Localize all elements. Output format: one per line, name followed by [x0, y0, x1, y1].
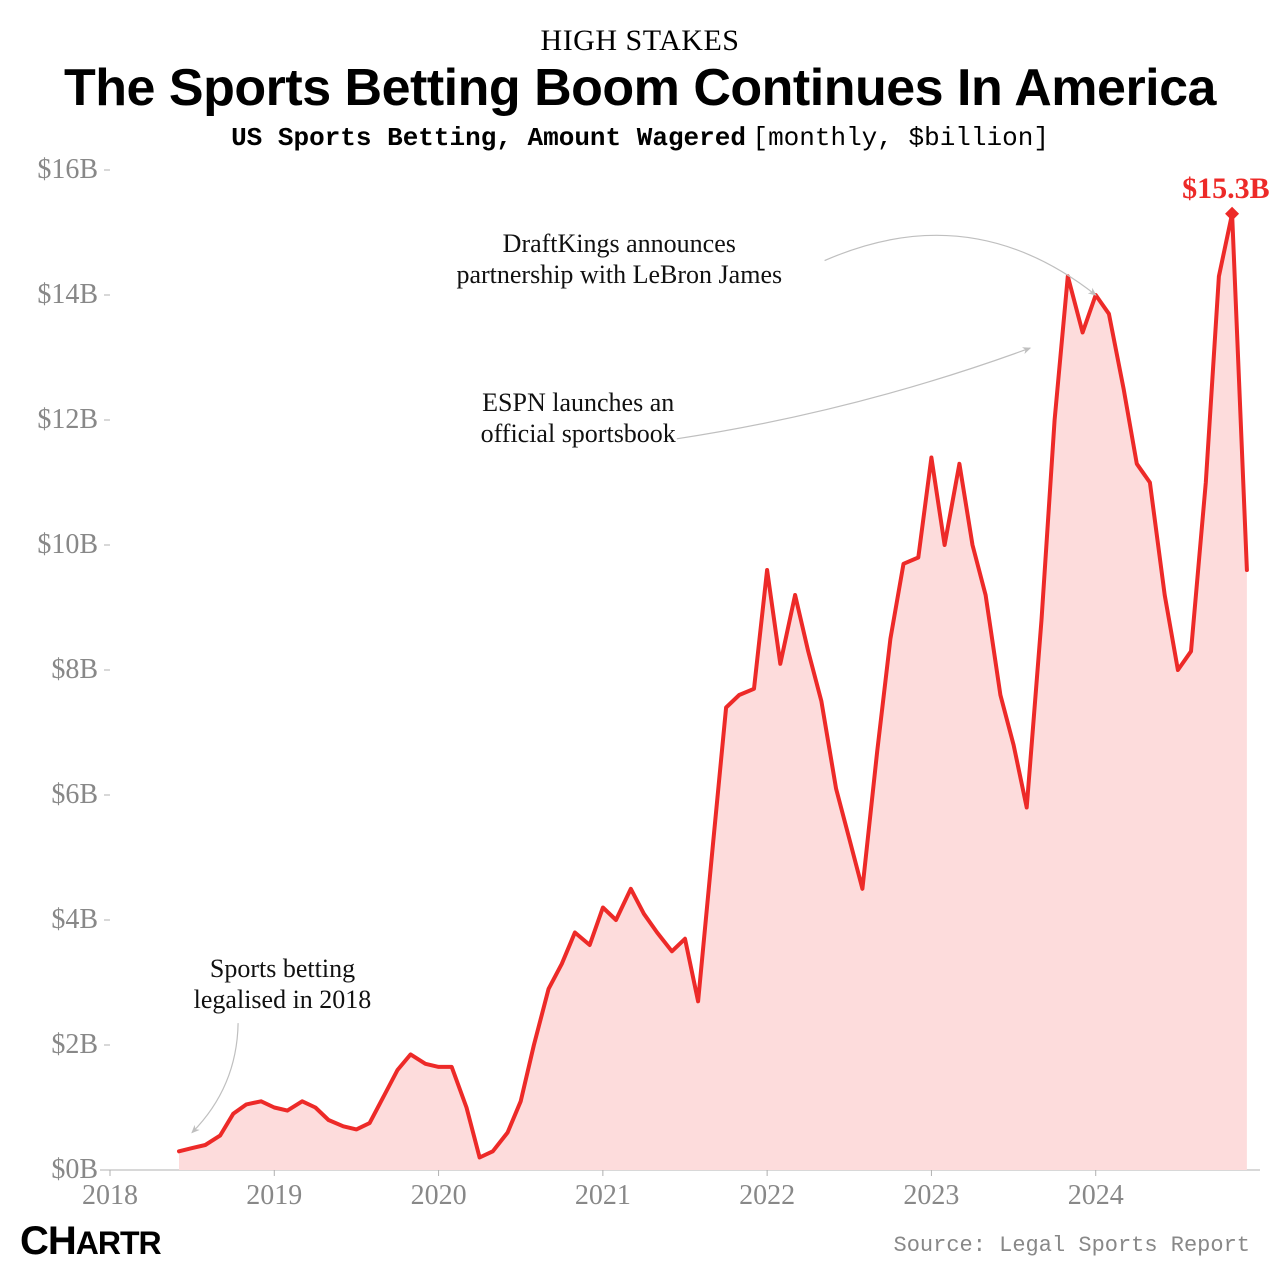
- logo-rest: ARTR: [76, 1225, 161, 1261]
- y-tick-label: $4B: [8, 904, 98, 936]
- x-tick-label: 2023: [881, 1180, 981, 1212]
- overline: HIGH STAKES: [0, 24, 1280, 58]
- x-tick-label: 2021: [553, 1180, 653, 1212]
- y-tick-label: $8B: [8, 654, 98, 686]
- x-tick-label: 2018: [60, 1180, 160, 1212]
- x-tick-label: 2019: [224, 1180, 324, 1212]
- y-tick-label: $6B: [8, 779, 98, 811]
- annotation-espn: ESPN launches anofficial sportsbook: [358, 387, 798, 449]
- chart-page: HIGH STAKES The Sports Betting Boom Cont…: [0, 0, 1280, 1278]
- subhead: US Sports Betting, Amount Wagered [month…: [0, 122, 1280, 153]
- source-text: Source: Legal Sports Report: [894, 1233, 1250, 1258]
- line-chart-svg: [0, 160, 1280, 1220]
- annotation-legalised: Sports bettinglegalised in 2018: [63, 953, 503, 1015]
- x-tick-label: 2020: [389, 1180, 489, 1212]
- chartr-logo: CHARTR: [20, 1219, 161, 1264]
- y-tick-label: $10B: [8, 529, 98, 561]
- y-tick-label: $2B: [8, 1029, 98, 1061]
- y-tick-label: $12B: [8, 404, 98, 436]
- logo-big: CH: [20, 1219, 76, 1263]
- annotation-draftkings: DraftKings announcespartnership with LeB…: [399, 228, 839, 290]
- y-tick-label: $16B: [8, 154, 98, 186]
- y-tick-label: $14B: [8, 279, 98, 311]
- x-tick-label: 2024: [1046, 1180, 1146, 1212]
- peak-label: $15.3B: [1182, 172, 1270, 206]
- x-tick-label: 2022: [717, 1180, 817, 1212]
- chart-area: $0B$2B$4B$6B$8B$10B$12B$14B$16B201820192…: [0, 160, 1280, 1220]
- subhead-bold: US Sports Betting, Amount Wagered: [231, 123, 746, 153]
- headline: The Sports Betting Boom Continues In Ame…: [20, 58, 1260, 118]
- subhead-unit: [monthly, $billion]: [752, 123, 1048, 153]
